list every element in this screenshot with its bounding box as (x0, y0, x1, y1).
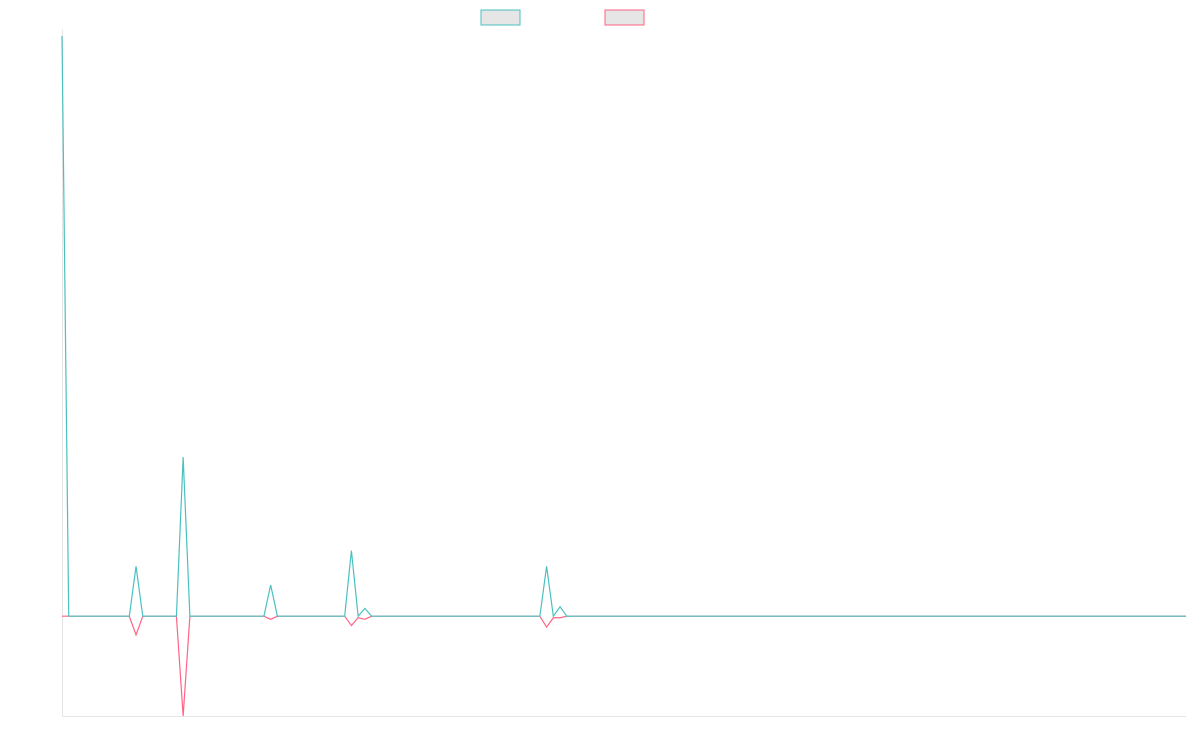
series-a-line (61, 35, 1186, 618)
plot-area (61, 35, 1186, 717)
series-b-line (62, 615, 1186, 717)
legend[interactable] (480, 9, 645, 26)
legend-swatch-series-b[interactable] (604, 9, 645, 26)
legend-swatch-series-a[interactable] (480, 9, 521, 26)
axes (62, 30, 1186, 717)
